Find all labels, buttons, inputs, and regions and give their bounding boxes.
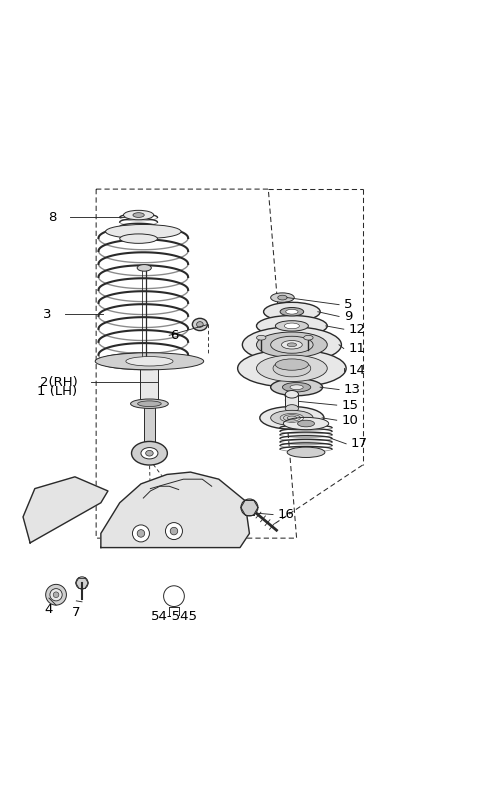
Text: 3: 3 <box>43 307 51 321</box>
Ellipse shape <box>287 343 297 346</box>
Ellipse shape <box>98 353 188 369</box>
Ellipse shape <box>256 335 266 340</box>
Ellipse shape <box>273 360 311 377</box>
Ellipse shape <box>197 322 203 327</box>
Text: 8: 8 <box>48 211 56 224</box>
Text: 13: 13 <box>344 383 361 396</box>
Bar <box>285 394 299 409</box>
Text: 15: 15 <box>341 399 359 412</box>
Ellipse shape <box>256 355 327 381</box>
Ellipse shape <box>256 332 327 358</box>
Ellipse shape <box>126 357 173 366</box>
Text: 16: 16 <box>278 508 295 521</box>
Ellipse shape <box>304 335 313 340</box>
Ellipse shape <box>280 307 304 316</box>
Ellipse shape <box>271 410 313 425</box>
Bar <box>141 361 158 404</box>
Text: 54-545: 54-545 <box>150 610 197 623</box>
Ellipse shape <box>285 390 299 398</box>
Ellipse shape <box>256 315 327 336</box>
Text: 6: 6 <box>170 329 179 342</box>
Ellipse shape <box>290 385 303 389</box>
Ellipse shape <box>298 421 314 427</box>
Text: 4: 4 <box>45 602 53 616</box>
Bar <box>144 401 155 451</box>
Ellipse shape <box>133 213 144 217</box>
Ellipse shape <box>278 295 287 300</box>
Ellipse shape <box>241 499 258 516</box>
Text: 11: 11 <box>348 342 365 355</box>
Ellipse shape <box>76 577 88 589</box>
Text: 5: 5 <box>344 298 352 311</box>
Ellipse shape <box>276 321 308 331</box>
Ellipse shape <box>271 379 323 396</box>
Ellipse shape <box>120 234 157 243</box>
Ellipse shape <box>238 350 346 387</box>
Ellipse shape <box>281 341 302 349</box>
Ellipse shape <box>106 224 181 239</box>
Ellipse shape <box>260 406 324 429</box>
Ellipse shape <box>50 589 62 601</box>
Polygon shape <box>141 361 158 404</box>
Ellipse shape <box>137 530 145 537</box>
Text: 1 (LH): 1 (LH) <box>37 385 77 398</box>
Ellipse shape <box>271 336 313 354</box>
Ellipse shape <box>53 592 59 598</box>
Ellipse shape <box>285 405 299 413</box>
Ellipse shape <box>132 441 168 465</box>
Text: 2(RH): 2(RH) <box>39 376 77 389</box>
Ellipse shape <box>276 359 308 370</box>
Ellipse shape <box>170 527 178 535</box>
Ellipse shape <box>192 318 207 330</box>
Ellipse shape <box>132 525 149 542</box>
Ellipse shape <box>242 327 341 362</box>
Ellipse shape <box>264 302 320 321</box>
Ellipse shape <box>137 265 151 271</box>
Ellipse shape <box>95 353 204 369</box>
Text: 10: 10 <box>341 413 358 427</box>
Text: 12: 12 <box>348 322 365 336</box>
Text: 17: 17 <box>351 437 368 450</box>
Text: 14: 14 <box>348 364 365 377</box>
Ellipse shape <box>284 323 300 329</box>
Ellipse shape <box>166 523 182 539</box>
Ellipse shape <box>283 417 329 429</box>
Ellipse shape <box>131 399 168 409</box>
Ellipse shape <box>123 211 154 219</box>
Ellipse shape <box>46 584 66 605</box>
Ellipse shape <box>145 450 153 456</box>
Ellipse shape <box>282 382 311 392</box>
Ellipse shape <box>271 293 294 302</box>
Polygon shape <box>23 477 108 543</box>
Text: 7: 7 <box>72 606 81 618</box>
Ellipse shape <box>141 448 158 459</box>
Ellipse shape <box>287 447 325 457</box>
Text: 9: 9 <box>344 310 352 323</box>
Ellipse shape <box>138 401 161 406</box>
Polygon shape <box>101 472 250 547</box>
Ellipse shape <box>286 310 298 314</box>
Ellipse shape <box>164 586 184 606</box>
